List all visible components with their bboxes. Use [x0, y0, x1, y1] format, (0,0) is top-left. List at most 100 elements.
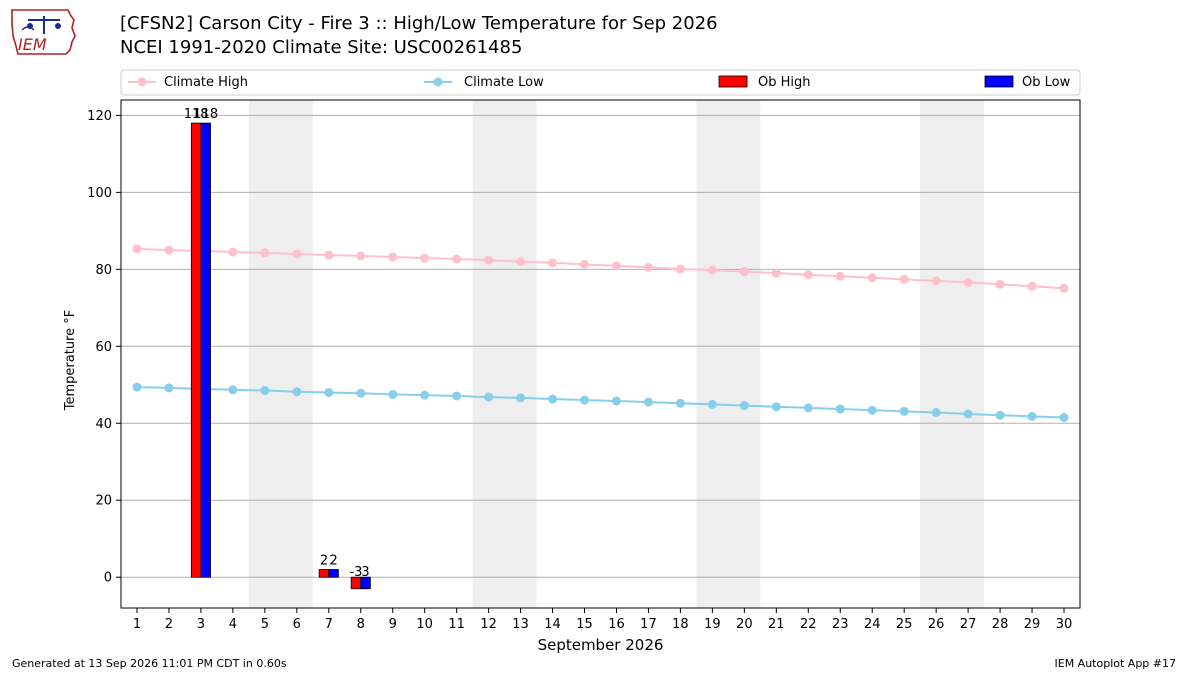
- climate-low-point: [516, 393, 526, 403]
- legend-item-ob-high: Ob High: [718, 75, 811, 90]
- climate-low-point: [484, 392, 494, 402]
- x-axis-ticks: 1 2 3 4 5 6 7 8 9 10 11 12 13 14 15 16 17 18 19 20 21 22 23 24 2…: [133, 608, 1072, 632]
- y-axis-label: Temperature °F: [63, 310, 78, 411]
- x-tick-label: 21: [768, 617, 785, 632]
- ob-high-bar: [190, 122, 202, 578]
- climate-low-point: [260, 386, 270, 396]
- y-tick-label: 40: [95, 417, 112, 432]
- climate-low-point: [164, 383, 174, 393]
- climate-high-point: [356, 251, 366, 261]
- climate-high-point: [963, 277, 973, 287]
- climate-high-point: [548, 258, 558, 268]
- climate-low-point: [771, 402, 781, 412]
- y-tick-label: 80: [95, 263, 112, 278]
- climate-high-series: [132, 244, 1069, 293]
- climate-low-point: [611, 396, 621, 406]
- y-tick-label: 0: [104, 571, 112, 586]
- climate-low-point: [963, 409, 973, 419]
- ob-high-bar: [318, 569, 330, 578]
- x-tick-label: 12: [480, 617, 497, 632]
- x-tick-label: 9: [389, 617, 397, 632]
- climate-high-point: [1027, 281, 1037, 291]
- climate-low-point: [228, 385, 238, 395]
- climate-high-point: [388, 252, 398, 262]
- ob-low-bar: [360, 576, 371, 590]
- y-axis-ticks: 0 20 40 60 80 100 120: [87, 109, 121, 586]
- climate-low-point: [452, 391, 462, 401]
- legend-ob-high-swatch: [718, 75, 748, 88]
- climate-high-point: [835, 271, 845, 281]
- autoplot-app-label: IEM Autoplot App #17: [1054, 657, 1177, 670]
- weekend-bands: [248, 100, 985, 608]
- climate-low-point: [675, 398, 685, 408]
- ob-low-label: 2: [329, 554, 337, 569]
- climate-high-point: [803, 270, 813, 280]
- bar-value-labels: 118 2 -3 118 2 3: [184, 107, 370, 580]
- y-tick-label: 60: [95, 340, 112, 355]
- climate-high-point: [739, 267, 749, 277]
- ob-high-label: 2: [320, 554, 328, 569]
- climate-low-point: [835, 404, 845, 414]
- x-tick-label: 27: [960, 617, 977, 632]
- climate-low-point: [1027, 411, 1037, 421]
- climate-high-point: [292, 249, 302, 259]
- x-tick-label: 23: [832, 617, 849, 632]
- climate-low-point: [931, 407, 941, 417]
- title-line-1: [CFSN2] Carson City - Fire 3 :: High/Low…: [120, 13, 718, 34]
- climate-high-point: [675, 264, 685, 274]
- x-tick-label: 25: [896, 617, 913, 632]
- y-tick-label: 120: [87, 109, 112, 124]
- x-tick-label: 1: [133, 617, 141, 632]
- x-tick-label: 3: [197, 617, 205, 632]
- legend-climate-low-marker: [433, 77, 443, 87]
- climate-high-point: [452, 254, 462, 264]
- x-tick-label: 7: [325, 617, 333, 632]
- legend-ob-low-swatch: [984, 75, 1014, 88]
- climate-high-point: [611, 261, 621, 271]
- ob-low-bar: [328, 569, 339, 578]
- plot-frame: [120, 99, 1081, 609]
- climate-low-point: [132, 382, 142, 392]
- legend-climate-low-label: Climate Low: [464, 75, 544, 90]
- climate-low-point: [867, 405, 877, 415]
- chart-title: [CFSN2] Carson City - Fire 3 :: High/Low…: [120, 12, 718, 60]
- weekend-band: [920, 100, 985, 608]
- climate-low-point: [899, 406, 909, 416]
- climate-high-point: [643, 262, 653, 272]
- climate-high-point: [580, 259, 590, 269]
- climate-high-point: [995, 279, 1005, 289]
- x-tick-label: 10: [416, 617, 433, 632]
- climate-high-point: [132, 244, 142, 254]
- legend-climate-high-label: Climate High: [164, 75, 248, 90]
- x-tick-label: 5: [261, 617, 269, 632]
- title-line-2: NCEI 1991-2020 Climate Site: USC00261485: [120, 37, 523, 58]
- climate-low-point: [1059, 413, 1069, 422]
- iowa-state-outline-icon: IEM: [11, 9, 76, 55]
- climate-high-point: [899, 274, 909, 284]
- grid-lines: [121, 114, 1080, 578]
- x-tick-label: 2: [165, 617, 173, 632]
- x-tick-label: 19: [704, 617, 721, 632]
- climate-high-point: [324, 250, 334, 260]
- x-tick-label: 6: [293, 617, 301, 632]
- climate-high-point: [771, 268, 781, 278]
- climate-low-line: [136, 386, 1065, 419]
- climate-high-point: [931, 276, 941, 286]
- observed-bars: [190, 122, 371, 590]
- x-tick-label: 29: [1024, 617, 1041, 632]
- x-tick-label: 11: [448, 617, 465, 632]
- climate-high-point: [484, 255, 494, 265]
- legend-item-climate-high: Climate High: [128, 75, 248, 90]
- x-tick-label: 8: [357, 617, 365, 632]
- x-tick-label: 18: [672, 617, 689, 632]
- climate-high-point: [164, 245, 174, 255]
- climate-low-point: [292, 387, 302, 397]
- climate-low-point: [388, 389, 398, 399]
- x-tick-label: 17: [640, 617, 657, 632]
- x-tick-label: 30: [1056, 617, 1073, 632]
- climate-low-point: [803, 403, 813, 413]
- x-tick-label: 16: [608, 617, 625, 632]
- climate-low-point: [995, 410, 1005, 420]
- climate-low-point: [643, 397, 653, 407]
